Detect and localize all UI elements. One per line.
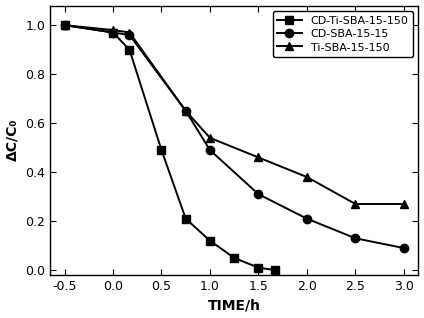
CD-SBA-15-15 [207,148,212,152]
Ti-SBA-15-150 [207,136,212,140]
Line: CD-Ti-SBA-15-150: CD-Ti-SBA-15-150 [60,21,279,274]
CD-Ti-SBA-15-150 [232,256,237,260]
CD-SBA-15-15 [304,217,310,221]
Ti-SBA-15-150 [127,31,132,34]
CD-Ti-SBA-15-150 [256,266,261,270]
Line: Ti-SBA-15-150: Ti-SBA-15-150 [60,21,408,208]
CD-Ti-SBA-15-150 [183,217,188,221]
CD-SBA-15-15 [183,109,188,113]
CD-Ti-SBA-15-150 [159,148,164,152]
CD-Ti-SBA-15-150 [111,31,116,34]
CD-Ti-SBA-15-150 [272,268,277,272]
CD-SBA-15-15 [111,31,116,34]
CD-Ti-SBA-15-150 [207,239,212,243]
CD-SBA-15-15 [127,33,132,37]
CD-SBA-15-15 [402,246,407,250]
X-axis label: TIME/h: TIME/h [208,299,261,313]
Ti-SBA-15-150 [304,175,310,179]
CD-SBA-15-15 [353,236,358,240]
CD-Ti-SBA-15-150 [127,48,132,52]
Ti-SBA-15-150 [183,109,188,113]
CD-SBA-15-15 [62,23,67,27]
CD-SBA-15-15 [256,192,261,196]
CD-Ti-SBA-15-150 [62,23,67,27]
Line: CD-SBA-15-15: CD-SBA-15-15 [60,21,408,252]
Ti-SBA-15-150 [402,202,407,206]
Ti-SBA-15-150 [353,202,358,206]
Ti-SBA-15-150 [111,28,116,32]
Y-axis label: ΔC/C₀: ΔC/C₀ [6,119,20,162]
Ti-SBA-15-150 [256,156,261,159]
Ti-SBA-15-150 [62,23,67,27]
Legend: CD-Ti-SBA-15-150, CD-SBA-15-15, Ti-SBA-15-150: CD-Ti-SBA-15-150, CD-SBA-15-15, Ti-SBA-1… [273,11,413,57]
